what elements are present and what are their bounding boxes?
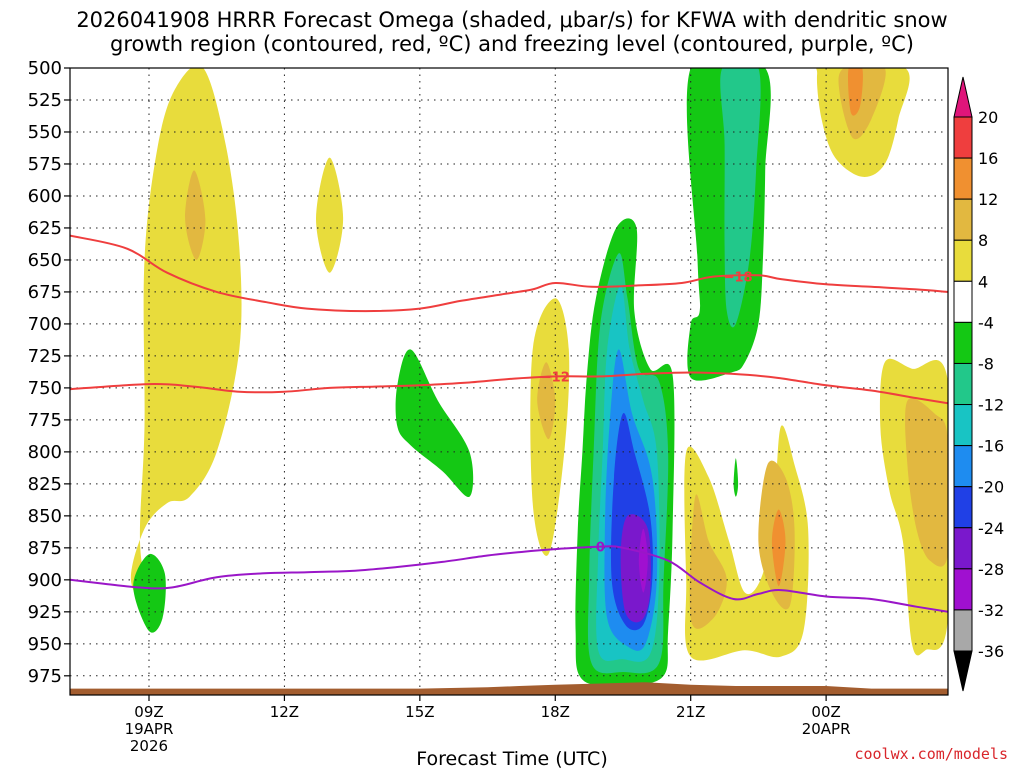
colorbar-label: -8 [978, 354, 994, 373]
x-tick-label: 12Z [270, 703, 299, 721]
y-tick-label: 600 [28, 186, 62, 207]
x-tick-label: 09Z [134, 703, 163, 721]
colorbar-label: -36 [978, 642, 1004, 661]
y-tick-label: 625 [28, 218, 62, 239]
y-tick-label: 725 [28, 346, 62, 367]
colorbar-label: 4 [978, 272, 988, 291]
omega-region-magenta-core [638, 528, 648, 593]
plot-frame [69, 67, 949, 696]
isotherm-contours [70, 234, 948, 613]
x-tick-label: 18Z [541, 703, 570, 721]
y-tick-label: 675 [28, 282, 62, 303]
omega-shading [130, 68, 948, 686]
omega-region-early-yellow-tall [130, 68, 242, 613]
x-tick-label: 15Z [405, 703, 434, 721]
omega-region-early-green-low [133, 553, 166, 633]
x-axis-title: Forecast Time (UTC) [416, 748, 608, 770]
omega-region-orange-1730 [537, 362, 556, 440]
colorbar-band [953, 198, 973, 241]
y-tick-label: 975 [28, 666, 62, 687]
y-tick-label: 575 [28, 154, 62, 175]
colorbar-label: 8 [978, 231, 988, 250]
colorbar-band [953, 609, 973, 652]
y-tick-label: 875 [28, 538, 62, 559]
y-tick-label: 900 [28, 570, 62, 591]
freezing-line [70, 545, 948, 613]
colorbar-band [953, 404, 973, 447]
y-tick-label: 650 [28, 250, 62, 271]
omega-region-deep-orange-top-right [847, 68, 863, 116]
y-tick-label: 950 [28, 634, 62, 655]
x-tick-label: 19APR [125, 720, 174, 738]
colorbar-band [953, 321, 973, 364]
colorbar-bottom-arrow [953, 650, 973, 692]
y-tick-label: 850 [28, 506, 62, 527]
y-tick-label: 700 [28, 314, 62, 335]
colorbar-label: 12 [978, 190, 998, 209]
y-tick-label: 500 [28, 58, 62, 79]
colorbar-label: -32 [978, 601, 1004, 620]
colorbar-top-arrow [953, 76, 973, 118]
y-tick-label: 825 [28, 474, 62, 495]
y-tick-label: 550 [28, 122, 62, 143]
x-tick-label: 21Z [676, 703, 705, 721]
chart-title-line-1: 2026041908 HRRR Forecast Omega (shaded, … [76, 8, 948, 32]
colorbar-label: 20 [978, 108, 998, 127]
colorbar-label: -4 [978, 313, 994, 332]
colorbar-label: -12 [978, 396, 1004, 415]
freezing-line-label: 0 [596, 541, 605, 556]
y-tick-label: 775 [28, 410, 62, 431]
terrain-layer [70, 682, 948, 695]
colorbar-band [953, 116, 973, 159]
minus-12-line-label: −12 [541, 370, 570, 385]
omega-region-yellow-small-1230 [316, 157, 344, 273]
colorbar-label: -20 [978, 478, 1004, 497]
omega-region-teal-upper-right [720, 68, 761, 328]
omega-region-orange-right-low-1 [689, 494, 727, 629]
colorbar: 20 16 12 8 4 -4 -8 -12 -16 -20 -24 -28 -32 -36 [953, 76, 1004, 692]
omega-region-early-orange-core [185, 170, 206, 260]
colorbar-label: -16 [978, 437, 1004, 456]
credit-link[interactable]: coolwx.com/models [854, 745, 1008, 763]
colorbar-label: 16 [978, 149, 998, 168]
minus-18-line-label: −18 [724, 271, 753, 286]
y-tick-label: 750 [28, 378, 62, 399]
colorbar-band [953, 568, 973, 611]
chart-title-line-2: growth region (contoured, red, ºC) and f… [110, 32, 914, 56]
minus-12-line [70, 371, 948, 405]
terrain-fill [70, 682, 948, 695]
colorbar-band [953, 157, 973, 200]
minus-18-line [70, 234, 948, 313]
y-tick-label: 525 [28, 90, 62, 111]
colorbar-band [953, 527, 973, 570]
omega-region-green-tiny [733, 458, 739, 497]
colorbar-band [953, 280, 973, 323]
colorbar-label: -24 [978, 519, 1004, 538]
y-axis: 500 525 550 575 600 625 650 675 700 725 750 775 800 8… [28, 58, 70, 687]
x-tick-label: 2026 [130, 737, 168, 755]
colorbar-label: -28 [978, 560, 1004, 579]
x-tick-label: 00Z [811, 703, 840, 721]
colorbar-band [953, 486, 973, 529]
colorbar-band [953, 445, 973, 488]
gridlines [70, 67, 948, 695]
contour-labels: −12 −18 0 [541, 271, 753, 556]
omega-region-orange-right-edge [905, 398, 948, 567]
colorbar-band [953, 239, 973, 282]
x-tick-label: 20APR [802, 720, 851, 738]
colorbar-band [953, 362, 973, 406]
y-tick-label: 800 [28, 442, 62, 463]
y-tick-label: 925 [28, 602, 62, 623]
